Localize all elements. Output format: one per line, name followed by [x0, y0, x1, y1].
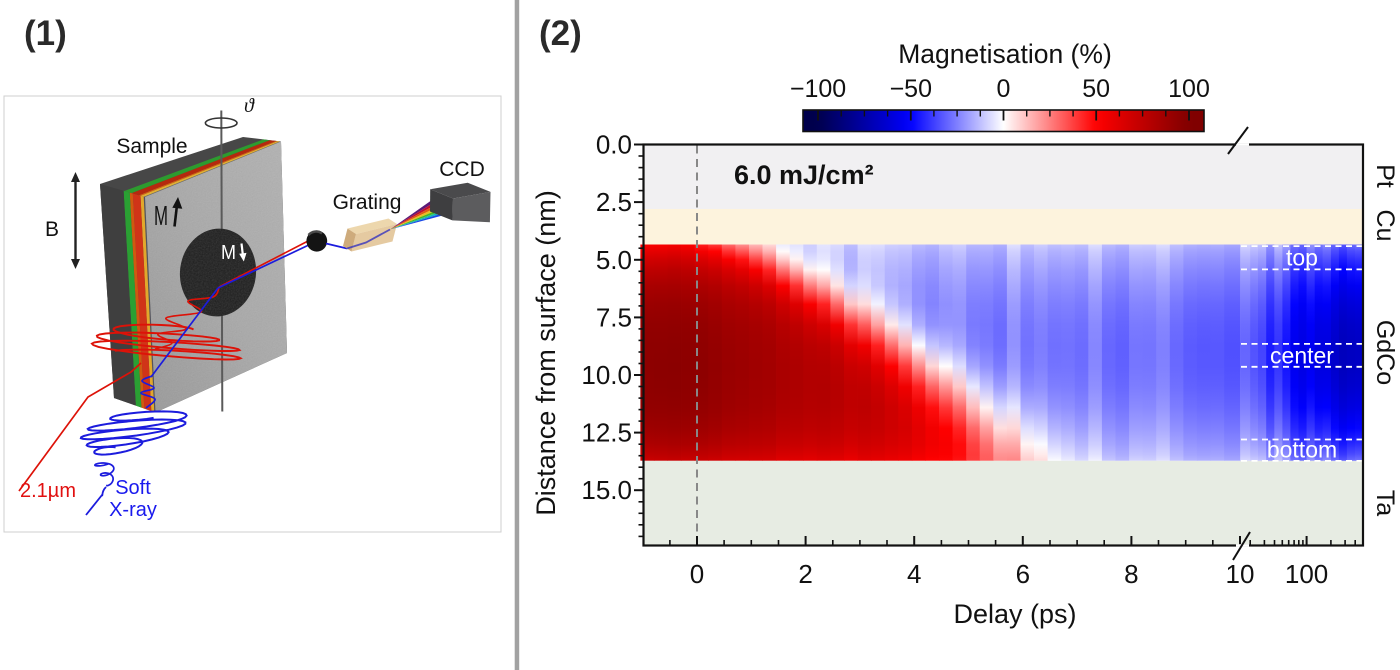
svg-text:50: 50: [1082, 75, 1110, 103]
svg-text:M: M: [221, 242, 236, 264]
svg-text:Cu: Cu: [1371, 210, 1399, 242]
svg-text:100: 100: [1168, 75, 1210, 103]
svg-text:Delay (ps): Delay (ps): [953, 599, 1076, 629]
svg-text:center: center: [1270, 343, 1334, 369]
svg-text:2.5: 2.5: [596, 187, 632, 217]
svg-text:M: M: [154, 200, 168, 231]
svg-text:Distance from surface (nm): Distance from surface (nm): [531, 190, 561, 516]
svg-text:ϑ: ϑ: [244, 95, 255, 117]
svg-text:10: 10: [1226, 559, 1255, 589]
svg-text:6.0 mJ/cm²: 6.0 mJ/cm²: [734, 160, 874, 190]
svg-text:2.1µm: 2.1µm: [20, 480, 76, 502]
svg-text:5.0: 5.0: [596, 245, 632, 275]
svg-text:12.5: 12.5: [581, 418, 632, 448]
svg-text:Pt: Pt: [1371, 164, 1399, 188]
svg-text:Magnetisation (%): Magnetisation (%): [898, 39, 1112, 69]
svg-text:100: 100: [1285, 559, 1328, 589]
svg-text:Ta: Ta: [1371, 490, 1399, 517]
svg-text:X-ray: X-ray: [109, 499, 157, 521]
svg-text:7.5: 7.5: [596, 302, 632, 332]
svg-text:GdCo: GdCo: [1371, 320, 1399, 385]
svg-text:(1): (1): [24, 14, 67, 53]
svg-text:6: 6: [1016, 559, 1030, 589]
svg-text:Sample: Sample: [116, 135, 187, 158]
svg-text:B: B: [45, 218, 59, 241]
svg-text:CCD: CCD: [439, 158, 485, 181]
svg-text:Grating: Grating: [333, 191, 402, 214]
svg-text:8: 8: [1124, 559, 1138, 589]
svg-text:0.0: 0.0: [596, 130, 632, 160]
svg-text:0: 0: [997, 75, 1011, 103]
svg-text:2: 2: [798, 559, 812, 589]
svg-text:4: 4: [907, 559, 921, 589]
svg-text:top: top: [1286, 245, 1318, 271]
svg-text:bottom: bottom: [1267, 437, 1337, 463]
svg-text:(2): (2): [539, 14, 582, 53]
svg-text:10.0: 10.0: [581, 360, 632, 390]
svg-text:0: 0: [690, 559, 704, 589]
svg-text:−100: −100: [790, 75, 846, 103]
svg-text:15.0: 15.0: [581, 475, 632, 505]
svg-text:Soft: Soft: [115, 477, 151, 499]
svg-text:−50: −50: [890, 75, 932, 103]
